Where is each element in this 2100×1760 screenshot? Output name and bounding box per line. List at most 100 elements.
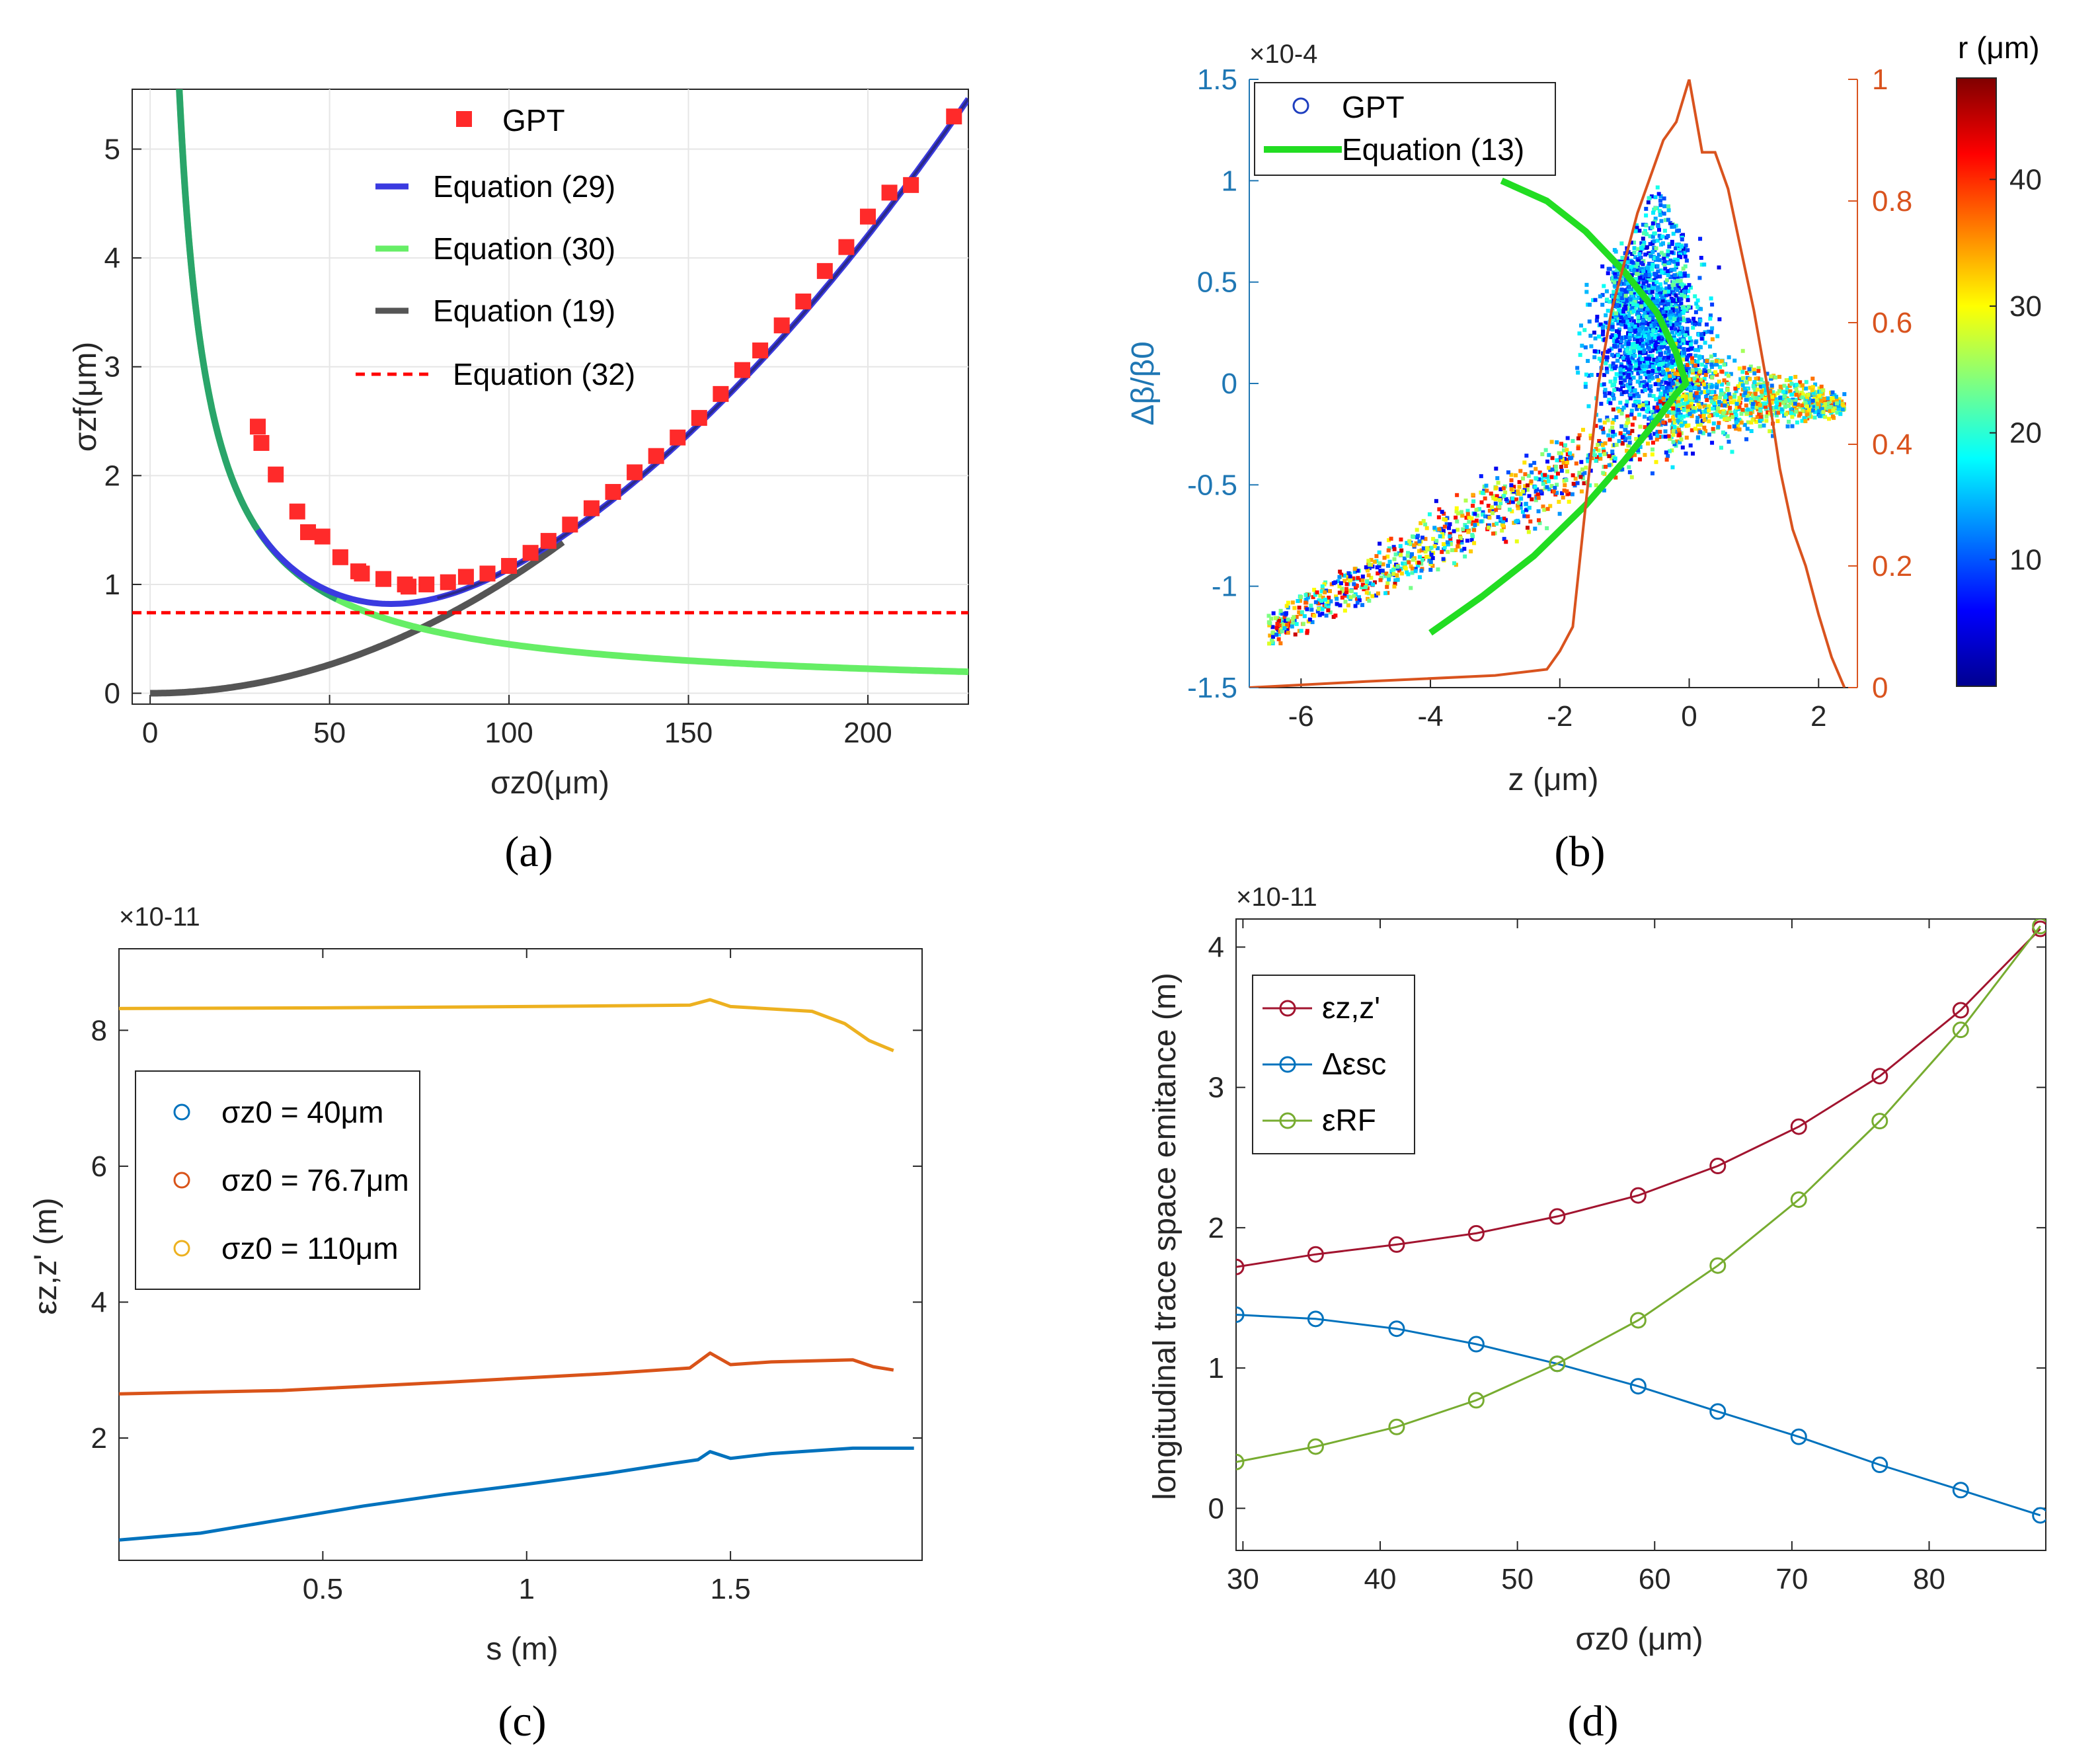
gpt-particle <box>1664 293 1668 298</box>
gpt-particle <box>1709 362 1714 367</box>
gpt-particle <box>1512 520 1516 525</box>
gpt-particle <box>1695 363 1700 368</box>
gpt-particle <box>1711 426 1715 431</box>
gpt-particle <box>1640 389 1645 393</box>
gpt-particle <box>1580 428 1585 432</box>
gpt-particle <box>1423 522 1428 527</box>
gpt-particle <box>1641 277 1645 282</box>
gpt-particle <box>1701 414 1706 419</box>
gpt-particle <box>1372 559 1377 564</box>
panel-d-marker <box>1871 1068 1888 1085</box>
gpt-particle <box>1421 546 1426 551</box>
gpt-particle <box>1545 506 1550 511</box>
gpt-particle <box>1549 440 1554 444</box>
gpt-particle <box>1779 409 1784 414</box>
panel-a-gpt-point <box>752 342 769 359</box>
gpt-particle <box>1360 574 1365 579</box>
gpt-particle <box>1654 368 1659 373</box>
gpt-particle <box>1680 289 1684 294</box>
gpt-particle <box>1674 321 1679 326</box>
gpt-particle <box>1681 266 1686 271</box>
gpt-particle <box>1729 410 1733 415</box>
gpt-particle <box>1368 581 1372 586</box>
gpt-particle <box>1625 375 1630 380</box>
gpt-particle <box>1656 285 1660 290</box>
gpt-particle <box>1662 262 1667 267</box>
gpt-particle <box>1634 264 1639 269</box>
gpt-particle <box>1439 526 1444 531</box>
gpt-particle <box>1830 396 1835 401</box>
gpt-particle <box>1794 392 1799 397</box>
gpt-particle <box>1631 356 1635 360</box>
gpt-particle <box>1629 413 1634 417</box>
gpt-particle <box>1672 442 1677 446</box>
gpt-particle <box>1601 430 1606 435</box>
gpt-particle <box>1714 400 1719 405</box>
gpt-particle <box>1633 354 1637 358</box>
gpt-particle <box>1525 487 1530 492</box>
gpt-particle <box>1385 581 1390 586</box>
gpt-particle <box>1657 298 1662 302</box>
gpt-particle <box>1666 381 1671 386</box>
panel-d-ytick-label: 4 <box>1208 931 1224 963</box>
gpt-particle <box>1273 616 1278 620</box>
gpt-particle <box>1670 315 1675 319</box>
gpt-particle <box>1620 344 1625 348</box>
gpt-particle <box>1712 401 1717 406</box>
gpt-particle <box>1630 386 1635 391</box>
gpt-particle <box>1633 329 1638 334</box>
gpt-particle <box>1655 185 1660 190</box>
gpt-particle <box>1614 415 1619 419</box>
gpt-particle <box>1502 493 1506 498</box>
gpt-particle <box>1695 378 1699 383</box>
gpt-particle <box>1551 489 1556 494</box>
gpt-particle <box>1600 443 1605 448</box>
gpt-particle <box>1411 557 1415 562</box>
gpt-particle <box>1384 571 1389 576</box>
gpt-particle <box>1653 342 1658 347</box>
gpt-particle <box>1788 389 1793 393</box>
gpt-particle <box>1709 364 1714 369</box>
gpt-particle <box>1662 344 1666 349</box>
gpt-particle <box>1723 417 1727 422</box>
gpt-particle <box>1268 633 1272 638</box>
gpt-particle <box>1662 295 1666 300</box>
gpt-particle <box>1456 544 1460 549</box>
gpt-particle <box>1648 278 1653 282</box>
gpt-particle <box>1584 282 1589 287</box>
gpt-particle <box>1678 253 1682 257</box>
gpt-particle <box>1759 417 1764 421</box>
gpt-particle <box>1637 332 1641 337</box>
gpt-particle <box>1633 255 1638 260</box>
gpt-particle <box>1278 608 1283 613</box>
gpt-particle <box>1656 333 1661 337</box>
gpt-particle <box>1674 362 1678 367</box>
gpt-particle <box>1667 362 1672 366</box>
gpt-particle <box>1717 399 1722 404</box>
gpt-particle <box>1712 362 1717 367</box>
gpt-particle <box>1693 363 1697 368</box>
gpt-particle <box>1440 510 1444 514</box>
gpt-particle <box>1764 419 1769 423</box>
gpt-particle <box>1600 325 1605 330</box>
panel-a-gpt-point <box>354 565 370 582</box>
gpt-particle <box>1469 516 1474 521</box>
gpt-particle <box>1658 395 1662 400</box>
gpt-particle <box>1692 376 1697 381</box>
gpt-particle <box>1639 370 1643 374</box>
gpt-particle <box>1650 225 1654 229</box>
gpt-particle <box>1840 399 1844 404</box>
gpt-particle <box>1654 346 1658 351</box>
gpt-particle <box>1548 467 1553 472</box>
gpt-particle <box>1670 364 1674 369</box>
gpt-particle <box>1438 534 1442 539</box>
gpt-particle <box>1559 442 1564 446</box>
gpt-particle <box>1703 373 1708 378</box>
gpt-particle <box>1452 561 1457 565</box>
gpt-particle <box>1565 458 1569 462</box>
gpt-particle <box>1553 475 1558 480</box>
gpt-particle <box>1481 510 1485 514</box>
gpt-particle <box>1674 298 1678 302</box>
gpt-particle <box>1565 460 1569 465</box>
gpt-particle <box>1619 241 1624 246</box>
